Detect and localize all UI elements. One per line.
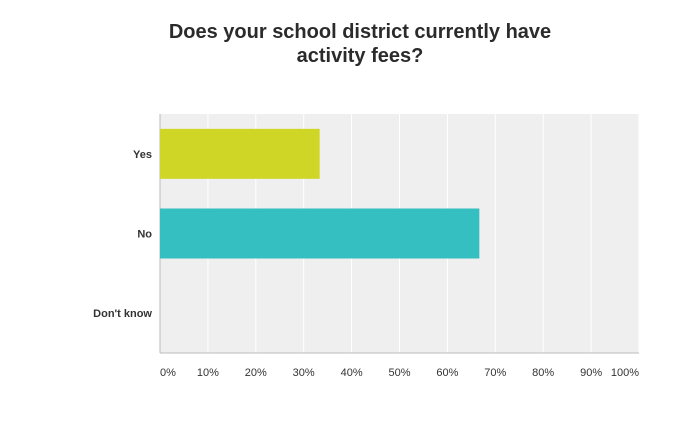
x-tick-label: 80% [532, 367, 554, 379]
x-tick-label: 50% [388, 367, 410, 379]
x-tick-label: 60% [436, 367, 458, 379]
x-tick-label: 10% [197, 367, 219, 379]
x-tick-label: 100% [611, 367, 639, 379]
x-tick-label: 40% [341, 367, 363, 379]
chart-title: Does your school district currently have… [110, 20, 610, 68]
chart-title-line-2: activity fees? [296, 45, 424, 67]
x-tick-label: 0% [160, 367, 176, 379]
x-tick-label: 70% [484, 367, 506, 379]
category-label: Don't know [93, 308, 152, 320]
category-label: Yes [133, 149, 152, 161]
bar-yes [160, 128, 320, 179]
x-tick-label: 90% [580, 367, 602, 379]
chart-title-line-1: Does your school district currently have [168, 21, 552, 43]
bar-no [160, 208, 480, 259]
category-label: No [137, 229, 152, 241]
x-tick-label: 30% [293, 367, 315, 379]
x-tick-label: 20% [245, 367, 267, 379]
